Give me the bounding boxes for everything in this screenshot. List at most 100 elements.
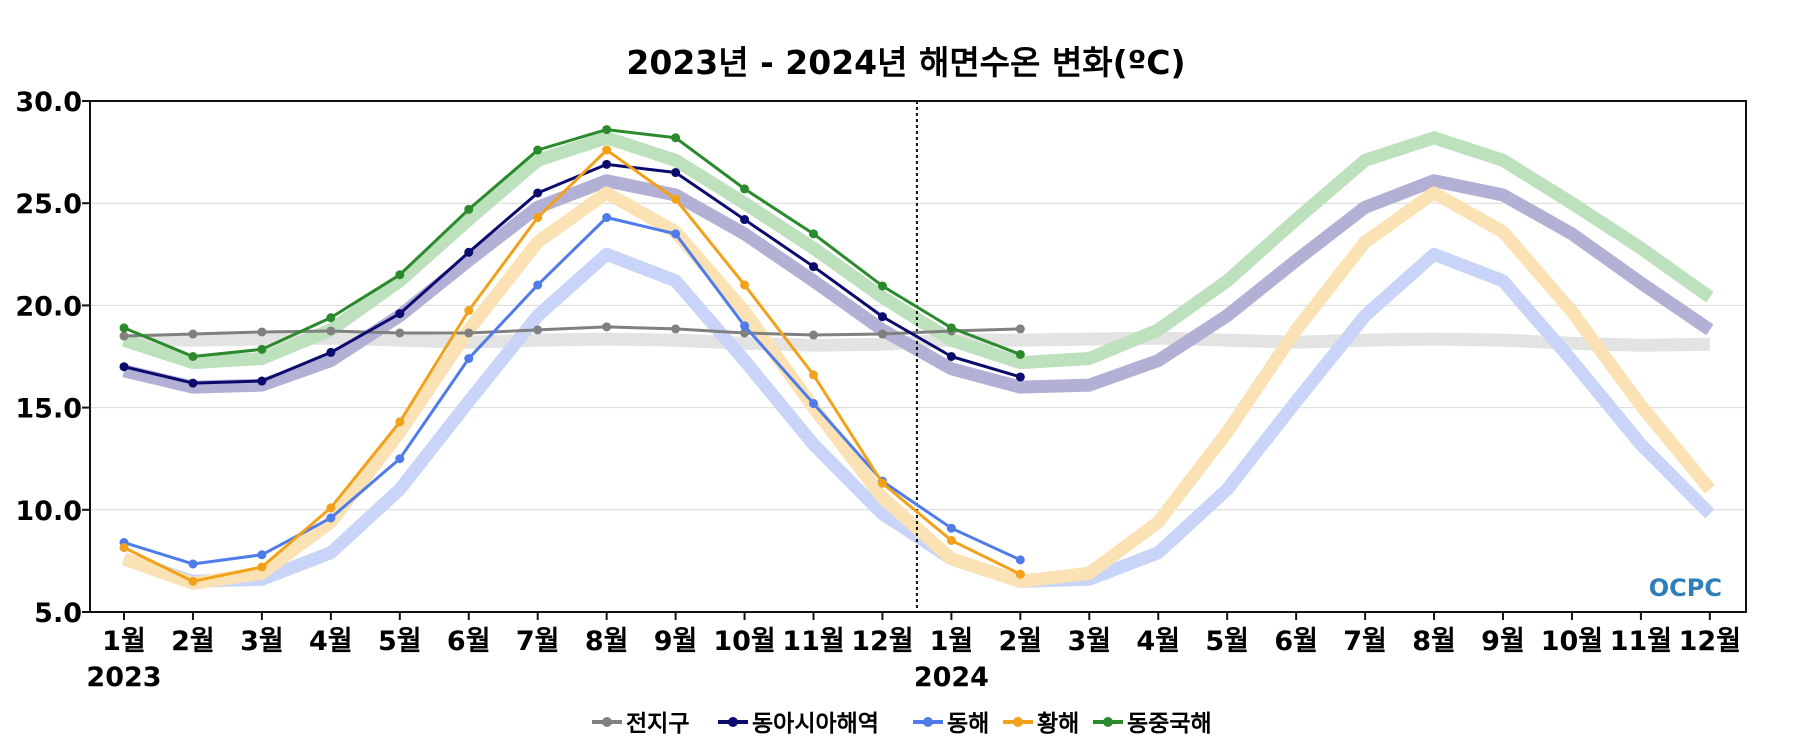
data-point — [257, 344, 267, 354]
data-point — [877, 329, 887, 339]
data-point — [946, 535, 956, 545]
x-tick-label: 10월 — [713, 626, 775, 657]
data-point — [671, 133, 681, 143]
x-tick-label: 10월 — [1541, 626, 1603, 657]
x-tick-label: 5월 — [1205, 626, 1249, 657]
x-tick-label: 5월 — [378, 626, 422, 657]
x-tick-label: 1월 — [102, 626, 146, 657]
data-point — [119, 543, 129, 553]
legend-item: 동중국해 — [1093, 711, 1212, 737]
legend: 전지구 동아시아해역 동해 황해 동중국해 — [592, 711, 1212, 737]
series-line — [123, 128, 1021, 358]
series-황해 — [119, 145, 1025, 586]
x-tick-label: 8월 — [585, 626, 629, 657]
legend-marker — [728, 717, 738, 727]
data-point — [1015, 349, 1025, 359]
y-tick-label: 20.0 — [15, 291, 82, 322]
plot-frame — [89, 100, 1747, 613]
data-point — [809, 370, 818, 380]
data-point — [946, 352, 956, 361]
ocpc-logo-text: OCPC — [1649, 574, 1722, 602]
data-point — [464, 204, 474, 214]
x-tick-label: 12월 — [1679, 626, 1741, 657]
legend-marker — [1013, 717, 1023, 727]
data-point — [877, 478, 887, 488]
series-동중국해 — [119, 125, 1025, 361]
data-point — [1015, 555, 1025, 565]
y-axis-ticks: 5.0 10.0 15.0 20.0 25.0 30.0 — [15, 87, 90, 629]
data-point — [188, 329, 198, 339]
data-point — [464, 306, 474, 316]
x-tick-label: 4월 — [309, 626, 353, 657]
year-label: 2023 — [86, 662, 161, 693]
legend-label: 동아시아해역 — [752, 711, 879, 737]
data-point — [740, 328, 750, 338]
data-point — [188, 378, 198, 388]
x-tick-label: 2월 — [171, 626, 215, 657]
data-point — [533, 188, 543, 198]
x-tick-label: 6월 — [1274, 626, 1318, 657]
legend-marker — [923, 717, 933, 727]
x-tick-label: 3월 — [240, 626, 284, 657]
x-tick-label: 2월 — [999, 626, 1043, 657]
data-point — [395, 328, 405, 338]
data-point — [326, 503, 336, 513]
data-point — [671, 324, 681, 334]
data-point — [119, 331, 129, 341]
data-point — [1015, 569, 1025, 579]
legend-label: 전지구 — [626, 711, 689, 737]
data-point — [671, 194, 681, 204]
x-tick-label: 9월 — [654, 626, 698, 657]
data-point — [533, 145, 543, 155]
legend-item: 전지구 — [592, 711, 689, 737]
series-동아시아해역 — [119, 159, 1025, 388]
data-point — [809, 399, 818, 409]
data-point — [119, 323, 129, 333]
x-tick-label: 7월 — [1343, 626, 1387, 657]
year-label: 2024 — [914, 662, 989, 693]
series-line — [123, 325, 1021, 338]
x-tick-label: 11월 — [782, 626, 844, 657]
data-point — [326, 313, 336, 323]
data-point — [671, 229, 681, 239]
data-point — [395, 417, 405, 427]
y-tick-label: 30.0 — [15, 87, 82, 118]
data-point — [602, 213, 612, 223]
data-point — [395, 270, 405, 280]
data-point — [395, 454, 405, 464]
legend-item: 동아시아해역 — [718, 711, 879, 737]
x-tick-label: 1월 — [930, 626, 974, 657]
series-전지구 — [119, 322, 1025, 341]
data-point — [809, 262, 818, 272]
data-point — [257, 562, 267, 572]
x-tick-label: 12월 — [851, 626, 913, 657]
y-tick-label: 5.0 — [34, 598, 82, 629]
legend-label: 동중국해 — [1127, 711, 1212, 737]
legend-marker — [1103, 717, 1113, 727]
data-point — [257, 550, 267, 560]
data-point — [877, 281, 887, 291]
data-point — [740, 215, 750, 225]
data-point — [257, 376, 267, 386]
x-tick-label: 3월 — [1067, 626, 1111, 657]
data-point — [740, 321, 750, 331]
x-axis-ticks: 1월 2월 3월 4월 5월 6월 7월 8월 9월 10월 11월 12월 1월 2월 3월 4월 5월 6월 7… — [86, 612, 1741, 693]
data-point — [257, 327, 267, 337]
x-tick-label: 4월 — [1136, 626, 1180, 657]
data-point — [877, 312, 887, 322]
legend-item: 동해 — [913, 711, 989, 737]
climatology-band — [121, 131, 1714, 370]
series-lines — [119, 125, 1025, 586]
y-tick-label: 25.0 — [15, 189, 82, 220]
legend-marker — [602, 717, 612, 727]
data-point — [464, 328, 474, 338]
data-point — [946, 523, 956, 533]
data-point — [395, 309, 405, 319]
series-line — [123, 148, 1022, 583]
x-tick-label: 11월 — [1610, 626, 1672, 657]
data-point — [740, 280, 750, 290]
data-point — [326, 326, 336, 336]
x-tick-label: 9월 — [1481, 626, 1525, 657]
data-point — [119, 362, 129, 372]
